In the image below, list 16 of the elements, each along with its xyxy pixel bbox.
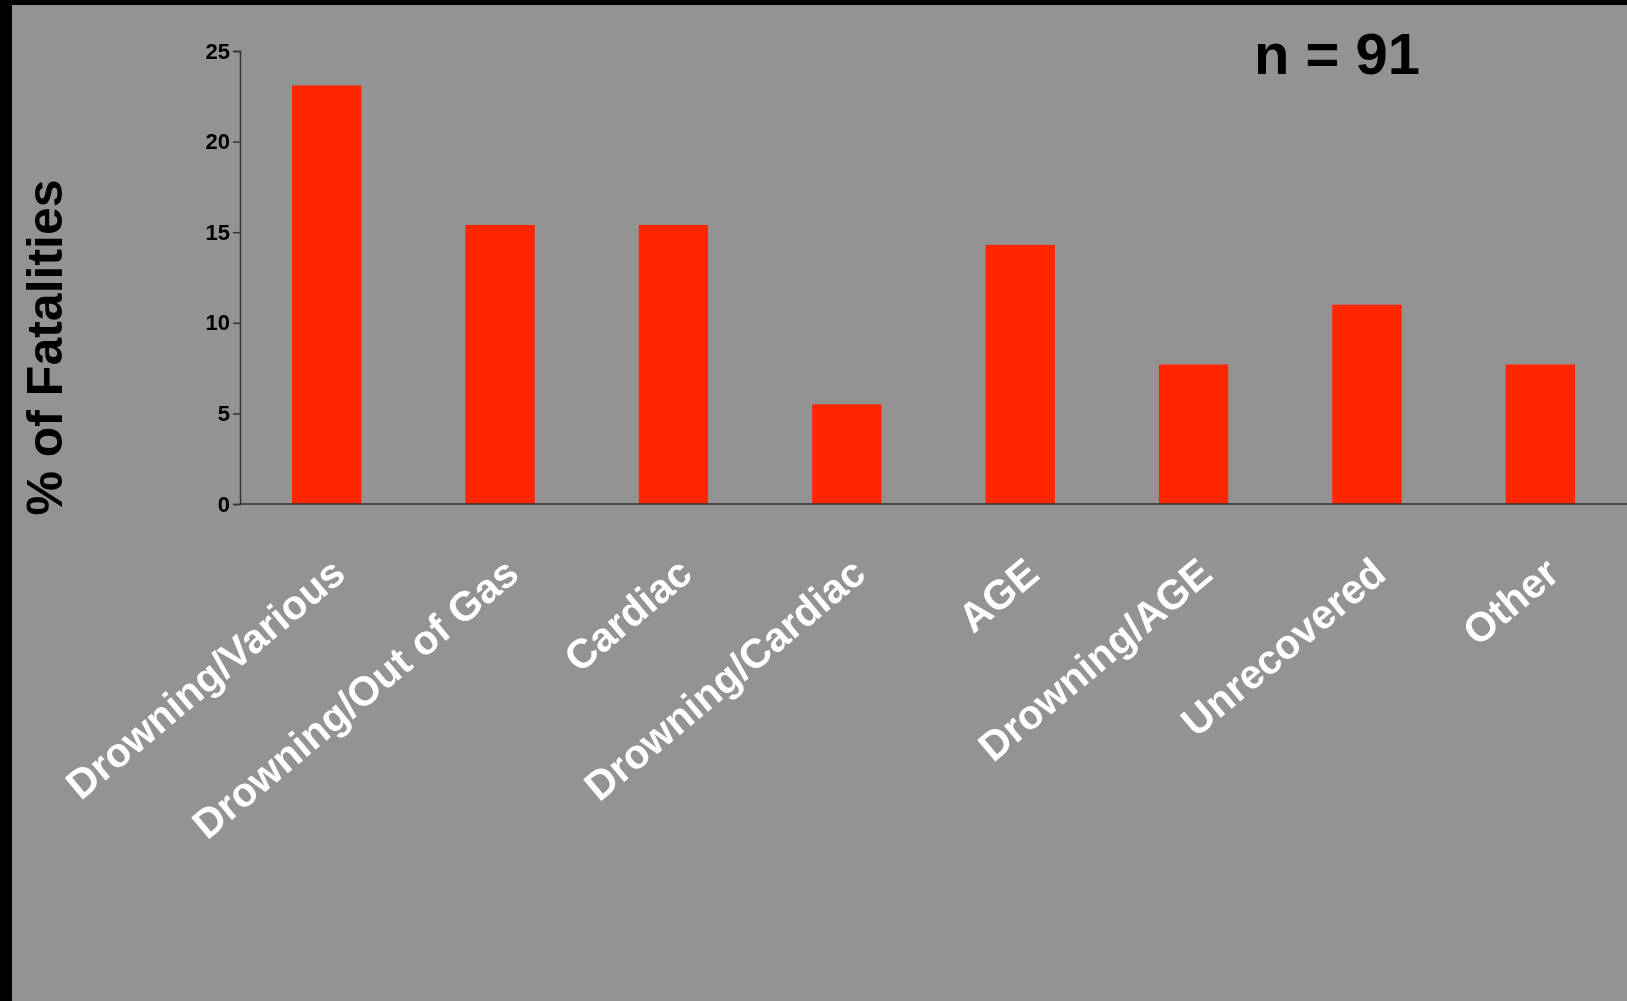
y-tick-label: 20 [205,129,230,155]
y-axis-title: % of Fatalities [17,179,73,516]
y-tick-label: 5 [217,400,230,426]
y-tick-label: 10 [205,310,230,336]
y-tick-label: 0 [217,491,230,517]
y-tick-label: 25 [205,38,230,64]
y-tick-label: 15 [205,219,230,245]
bar [465,224,535,504]
bar [1332,304,1402,504]
annotation: n = 91 [1253,21,1421,86]
bar [985,244,1055,504]
bar [1505,364,1575,504]
bar [1158,364,1229,504]
bar [638,224,709,504]
bar [812,404,882,504]
bar [292,85,362,504]
